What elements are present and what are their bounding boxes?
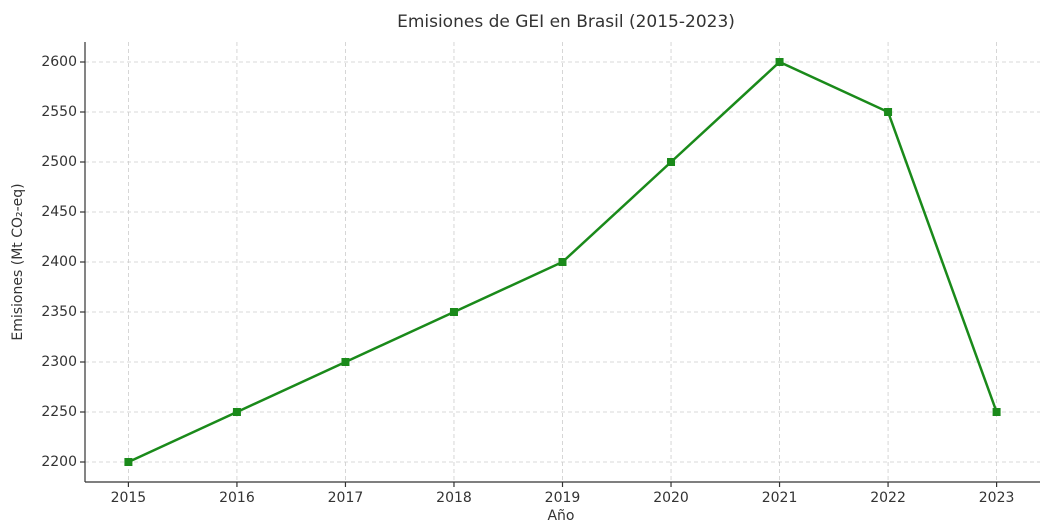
x-tick-label: 2017 xyxy=(328,490,364,506)
x-tick-label: 2021 xyxy=(762,490,798,506)
point-marker xyxy=(775,58,784,66)
point-marker xyxy=(232,408,241,416)
point-marker xyxy=(558,258,567,266)
y-tick-label: 2400 xyxy=(41,254,77,270)
y-tick-label: 2550 xyxy=(41,104,77,120)
point-marker xyxy=(884,108,893,116)
x-tick-label: 2019 xyxy=(545,490,581,506)
point-marker xyxy=(992,408,1001,416)
point-marker xyxy=(124,458,133,466)
y-tick-label: 2350 xyxy=(41,304,77,320)
x-tick-label: 2023 xyxy=(979,490,1015,506)
point-marker xyxy=(341,358,350,366)
x-tick-label: 2015 xyxy=(111,490,147,506)
y-tick-label: 2300 xyxy=(41,354,77,370)
y-tick-label: 2450 xyxy=(41,204,77,220)
y-tick-label: 2250 xyxy=(41,404,77,420)
y-tick-label: 2600 xyxy=(41,54,77,70)
point-marker xyxy=(449,308,458,316)
x-tick-label: 2022 xyxy=(870,490,906,506)
x-tick-label: 2018 xyxy=(436,490,472,506)
chart-title: Emisiones de GEI en Brasil (2015-2023) xyxy=(397,12,735,32)
y-axis-label: Emisiones (Mt CO₂-eq) xyxy=(10,183,26,340)
x-axis-label: Año xyxy=(547,508,574,524)
y-tick-label: 2200 xyxy=(41,454,77,470)
point-marker xyxy=(667,158,676,166)
x-tick-label: 2020 xyxy=(653,490,689,506)
x-tick-label: 2016 xyxy=(219,490,255,506)
y-tick-label: 2500 xyxy=(41,154,77,170)
